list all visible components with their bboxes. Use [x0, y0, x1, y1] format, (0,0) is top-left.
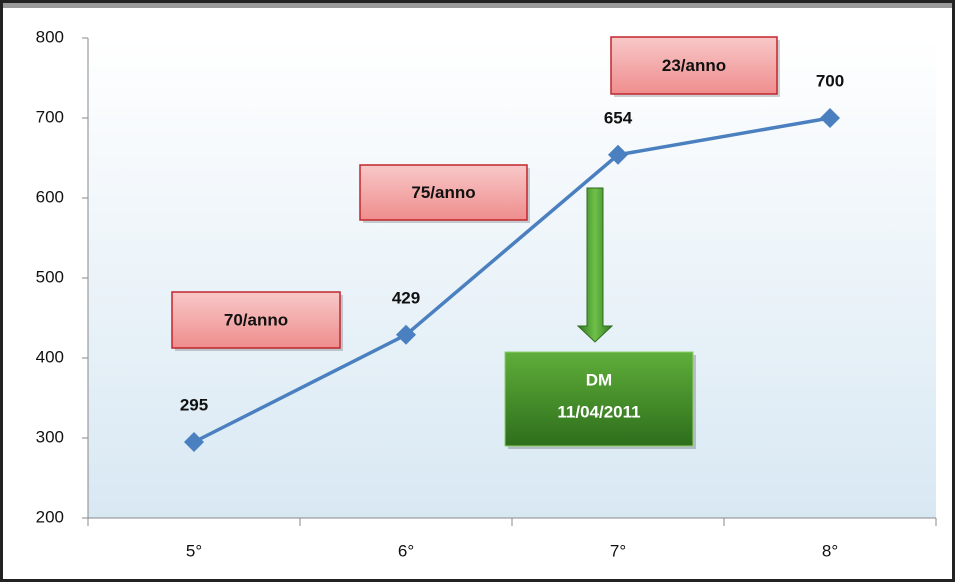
note-text: DM	[586, 370, 612, 389]
data-label: 429	[392, 288, 420, 307]
data-label: 654	[604, 108, 633, 127]
series-line	[193, 116, 831, 444]
data-label: 700	[816, 71, 844, 90]
annotation-box	[610, 36, 778, 95]
annotation-box	[171, 291, 341, 349]
y-tick-label: 700	[36, 107, 64, 126]
x-tick-label: 8°	[822, 541, 838, 560]
marker	[184, 432, 204, 452]
annotation-text: 75/anno	[411, 183, 475, 202]
arrow	[576, 187, 614, 343]
y-tick-label: 300	[36, 427, 64, 446]
annotation-text: 23/anno	[662, 56, 726, 75]
y-tick-label: 800	[36, 27, 64, 46]
marker	[820, 108, 840, 128]
note-text: 11/04/2011	[557, 402, 640, 421]
note-box	[504, 351, 694, 447]
x-tick-label: 5°	[186, 541, 202, 560]
data-label: 295	[180, 395, 208, 414]
x-tick-label: 6°	[398, 541, 414, 560]
y-tick-label: 200	[36, 507, 64, 526]
marker	[608, 144, 628, 165]
y-tick-label: 400	[36, 347, 64, 366]
annotation-text: 70/anno	[224, 310, 288, 329]
y-tick-label: 600	[36, 187, 64, 206]
y-tick-label: 500	[36, 267, 64, 286]
top-bar	[0, 0, 955, 8]
marker	[396, 324, 416, 345]
x-tick-label: 7°	[610, 541, 626, 560]
annotation-box	[359, 164, 528, 221]
